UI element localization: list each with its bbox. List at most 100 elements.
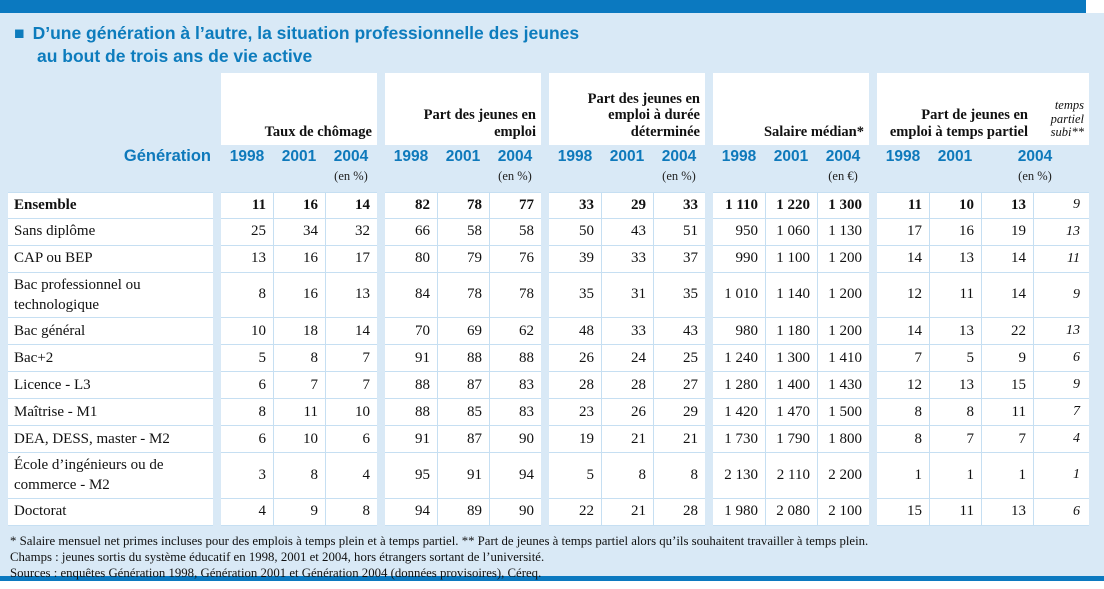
value-cell: 1 280	[713, 372, 765, 399]
value-cell: 26	[601, 399, 653, 426]
year-header: 2004	[1017, 147, 1053, 165]
value-cell: 33	[549, 191, 601, 219]
value-cell: 35	[549, 272, 601, 318]
value-cell: 10	[929, 191, 981, 219]
table-row: Bac+2 5 8 7 91 88 88 26 24 25 1 240 1 300 1 410 7 5 9 6	[8, 345, 1089, 372]
row-label-cell: École d’ingénieurs ou de commerce - M2	[8, 453, 213, 499]
table-row: École d’ingénieurs ou de commerce - M2 3 8…	[8, 453, 1089, 499]
value-cell: 94	[385, 498, 437, 526]
row-label-cell: Ensemble	[8, 191, 213, 219]
value-cell: 1 060	[765, 218, 817, 246]
subi-value-cell: 13	[1033, 318, 1089, 345]
value-cell: 34	[273, 218, 325, 246]
value-cell: 58	[489, 218, 541, 246]
value-cell: 1 200	[817, 318, 869, 345]
column-gap	[869, 345, 877, 372]
column-gap	[541, 192, 549, 219]
value-cell: 83	[489, 399, 541, 426]
value-cell: 43	[653, 318, 705, 345]
value-cell: 5	[221, 345, 273, 372]
year-header: 2001	[773, 147, 809, 165]
column-gap	[705, 453, 713, 499]
value-cell: 80	[385, 245, 437, 273]
value-cell: 1 400	[765, 372, 817, 399]
value-cell: 1	[877, 453, 929, 499]
value-cell: 79	[437, 245, 489, 273]
value-cell: 22	[981, 318, 1033, 345]
row-label-cell: Sans diplôme	[8, 218, 213, 246]
value-cell: 91	[437, 453, 489, 499]
value-cell: 24	[601, 345, 653, 372]
column-gap	[541, 273, 549, 319]
value-cell: 1	[929, 453, 981, 499]
value-cell: 33	[601, 318, 653, 345]
group-title: Part des jeunes en emploi	[423, 107, 536, 140]
subi-value-cell: 6	[1033, 345, 1089, 372]
bottom-accent-bar	[0, 576, 1104, 581]
column-gap	[213, 246, 221, 273]
value-cell: 2 130	[713, 453, 765, 499]
year-header: 1998	[721, 147, 757, 165]
value-cell: 8	[601, 453, 653, 499]
figure-title-line1: ■ D’une génération à l’autre, la situatio…	[14, 22, 1104, 45]
value-cell: 29	[601, 191, 653, 219]
value-cell: 1 100	[765, 245, 817, 273]
value-cell: 14	[877, 318, 929, 345]
column-gap	[213, 219, 221, 246]
column-gap	[869, 219, 877, 246]
column-gap	[377, 318, 385, 345]
value-cell: 14	[325, 318, 377, 345]
value-cell: 9	[981, 345, 1033, 372]
column-gap	[869, 453, 877, 499]
column-gap	[377, 345, 385, 372]
column-gap	[213, 345, 221, 372]
value-cell: 29	[653, 399, 705, 426]
value-cell: 14	[325, 191, 377, 219]
group-title: Part des jeunes en emploi à durée déterm…	[587, 90, 700, 140]
value-cell: 8	[221, 399, 273, 426]
value-cell: 84	[385, 272, 437, 318]
table-row: Bac professionnel ou technologique 8 16 13 8…	[8, 272, 1089, 319]
value-cell: 13	[981, 498, 1033, 526]
value-cell: 8	[273, 345, 325, 372]
value-cell: 10	[325, 399, 377, 426]
value-cell: 8	[877, 399, 929, 426]
value-cell: 50	[549, 218, 601, 246]
value-cell: 26	[549, 345, 601, 372]
row-label-cell: Doctorat	[8, 498, 213, 526]
row-label-cell: DEA, DESS, master - M2	[8, 426, 213, 453]
value-cell: 1 200	[817, 245, 869, 273]
square-bullet-icon: ■	[14, 23, 25, 43]
value-cell: 13	[325, 272, 377, 318]
value-cell: 12	[877, 272, 929, 318]
column-gap	[541, 453, 549, 499]
value-cell: 2 110	[765, 453, 817, 499]
header-spacer	[8, 73, 213, 145]
year-header: 2004	[333, 147, 369, 165]
value-cell: 15	[981, 372, 1033, 399]
value-cell: 7	[877, 345, 929, 372]
column-gap	[541, 318, 549, 345]
group-title: Part de jeunes en emploi à temps partiel	[889, 107, 1028, 140]
value-cell: 1 110	[713, 191, 765, 219]
figure-title: ■ D’une génération à l’autre, la situatio…	[0, 13, 1104, 68]
subi-value-cell: 9	[1033, 272, 1089, 318]
value-cell: 88	[437, 345, 489, 372]
column-gap	[869, 499, 877, 526]
table-row: Maîtrise - M1 8 11 10 88 85 83 23 26 29 1 420 1 470…	[8, 399, 1089, 426]
title-text-line1: D’une génération à l’autre, la situation…	[32, 23, 580, 43]
value-cell: 21	[601, 426, 653, 453]
value-cell: 1 240	[713, 345, 765, 372]
table-row: Licence - L3 6 7 7 88 87 83 28 28 27 1 280 1 400 1 4…	[8, 372, 1089, 399]
value-cell: 88	[489, 345, 541, 372]
value-cell: 1 790	[765, 426, 817, 453]
column-gap	[213, 453, 221, 499]
value-cell: 95	[385, 453, 437, 499]
value-cell: 4	[325, 453, 377, 499]
subi-value-cell: 11	[1033, 245, 1089, 273]
value-cell: 9	[273, 498, 325, 526]
group-header-fixed-term: Part des jeunes en emploi à durée déterm…	[549, 72, 705, 145]
column-gap	[377, 219, 385, 246]
value-cell: 1 430	[817, 372, 869, 399]
